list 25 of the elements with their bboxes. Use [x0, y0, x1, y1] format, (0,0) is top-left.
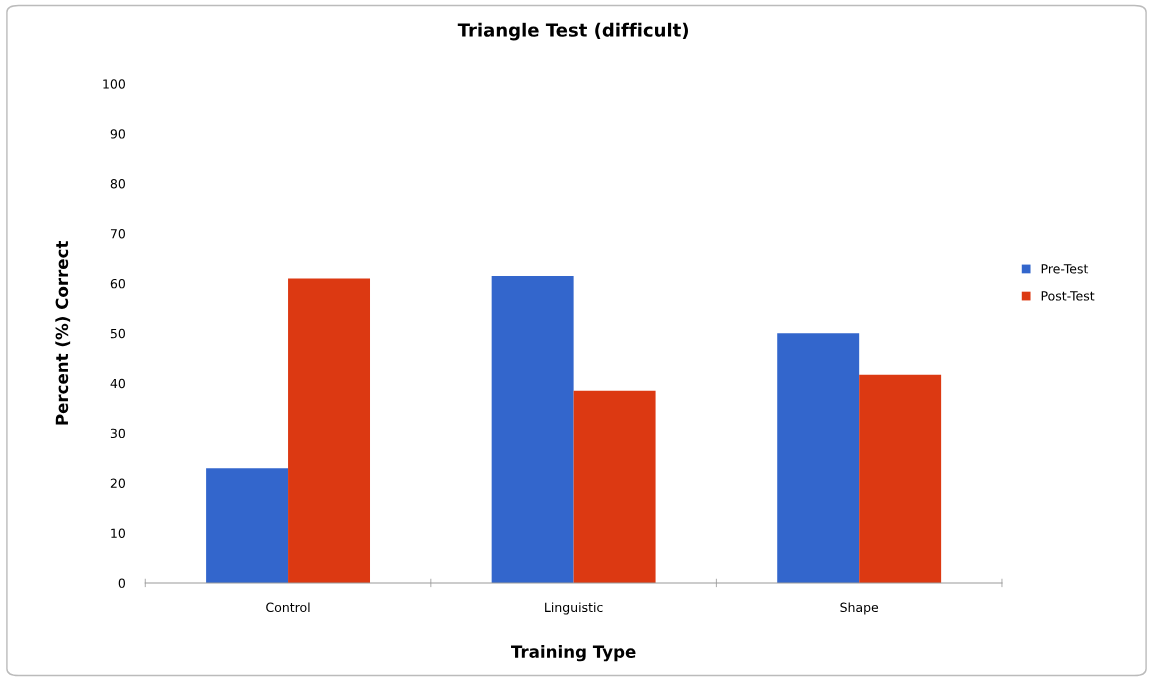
y-tick-label: 60 — [110, 278, 125, 289]
y-tick-label: 50 — [110, 328, 125, 339]
y-tick-label: 90 — [110, 129, 125, 139]
legend-label: Post-Test — [1041, 291, 1095, 301]
y-tick-label: 70 — [110, 228, 125, 239]
bar — [777, 333, 860, 583]
y-axis-title: Percent (%) Correct — [55, 240, 71, 425]
bar — [573, 390, 656, 583]
x-axis-title: Training Type — [511, 645, 636, 662]
y-tick-label: 40 — [110, 378, 125, 389]
y-tick-label: 80 — [110, 179, 125, 189]
x-tick-label: Linguistic — [545, 602, 603, 615]
y-tick-label: 100 — [103, 79, 125, 89]
legend-label: Pre-Test — [1041, 264, 1089, 274]
bar — [288, 278, 371, 583]
y-tick-label: 30 — [110, 428, 125, 439]
chart-title: Triangle Test (difficult) — [457, 22, 688, 41]
bar — [491, 275, 574, 583]
y-tick-label: 0 — [118, 578, 125, 588]
x-tick-label: Control — [266, 602, 310, 613]
bar — [206, 468, 289, 583]
y-tick-label: 20 — [110, 478, 125, 489]
bar — [859, 374, 942, 583]
y-tick-label: 10 — [111, 528, 125, 538]
x-tick-label: Shape — [840, 602, 879, 615]
